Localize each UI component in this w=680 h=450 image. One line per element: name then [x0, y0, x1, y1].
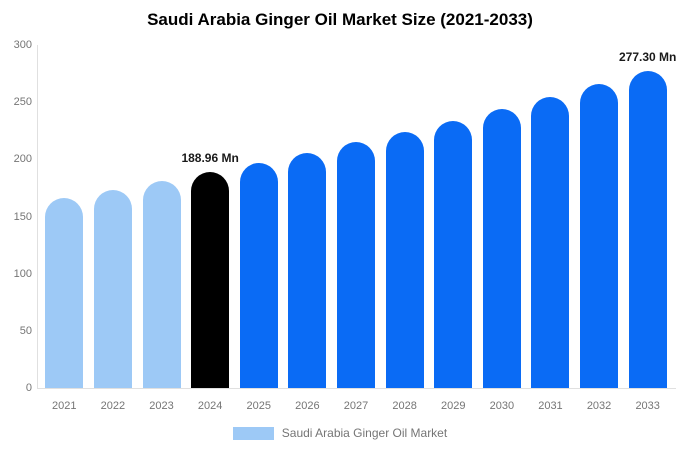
- bar-2030[interactable]: [482, 109, 521, 388]
- x-axis-tick-label-2030: 2030: [489, 400, 515, 412]
- y-axis-tick-label: 250: [13, 96, 32, 109]
- y-axis-tick-label: 100: [13, 267, 32, 280]
- x-axis-tick-label-2032: 2032: [586, 400, 612, 412]
- x-axis-tick-label-2023: 2023: [149, 400, 174, 412]
- bar-2025[interactable]: [239, 162, 278, 388]
- y-axis-tick-label: 200: [13, 153, 32, 166]
- legend-swatch-icon: [232, 426, 274, 440]
- x-axis-tick-label-2025: 2025: [246, 400, 271, 412]
- chart-title: Saudi Arabia Ginger Oil Market Size (202…: [147, 10, 533, 29]
- bar-value-label-2024: 188.96 Mn: [181, 150, 239, 165]
- x-axis-tick-label-2027: 2027: [343, 400, 369, 412]
- bar-2021[interactable]: [45, 197, 84, 388]
- x-axis-baseline: [37, 388, 676, 389]
- x-axis-tick-label-2033: 2033: [635, 400, 660, 412]
- bar-2032[interactable]: [580, 84, 619, 388]
- bar-2026[interactable]: [288, 152, 327, 388]
- y-axis-tick-label: 150: [13, 210, 32, 223]
- bar-2023[interactable]: [142, 180, 181, 388]
- bar-2022[interactable]: [93, 189, 132, 388]
- x-axis-tick-label-2021: 2021: [52, 400, 77, 412]
- x-axis-tick-label-2024: 2024: [197, 400, 223, 412]
- bar-2028[interactable]: [385, 131, 424, 388]
- legend-label: Saudi Arabia Ginger Oil Market: [281, 426, 448, 440]
- x-axis-tick-label-2031: 2031: [538, 400, 563, 412]
- y-axis-tick-label: 300: [13, 39, 32, 51]
- x-axis-tick-label-2028: 2028: [392, 400, 417, 412]
- y-axis-line: [37, 45, 38, 388]
- bar-2029[interactable]: [434, 120, 473, 388]
- bar-2024[interactable]: [191, 171, 230, 388]
- bar-2027[interactable]: [337, 142, 375, 388]
- bar-2031[interactable]: [531, 96, 570, 388]
- bar-2033[interactable]: [628, 70, 667, 388]
- bar-value-label-2033: 277.30 Mn: [619, 49, 677, 64]
- x-axis-tick-label-2026: 2026: [295, 400, 320, 412]
- legend[interactable]: Saudi Arabia Ginger Oil Market: [0, 426, 680, 440]
- x-axis-tick-label-2022: 2022: [100, 400, 126, 412]
- y-axis-tick-label: 0: [25, 382, 32, 394]
- x-axis-tick-label-2029: 2029: [440, 400, 466, 412]
- y-axis-tick-label: 50: [19, 324, 32, 337]
